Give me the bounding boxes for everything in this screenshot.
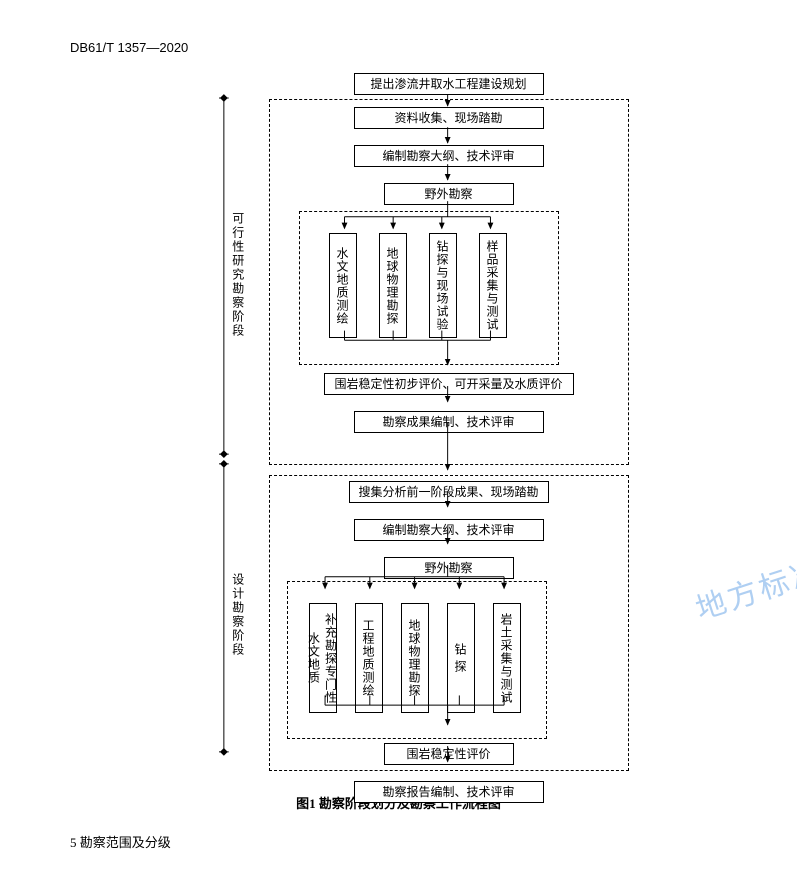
subnode-drilling-test: 钻探与现场试验 bbox=[429, 233, 457, 338]
node-stability-eval: 围岩稳定性评价 bbox=[384, 743, 514, 765]
node-outline-review-2: 编制勘察大纲、技术评审 bbox=[354, 519, 544, 541]
subnode-sampling-1: 样品采集与测试 bbox=[479, 233, 507, 338]
subnode-eng-geology: 工程地质测绘 bbox=[355, 603, 383, 713]
node-data-collection-1: 资料收集、现场踏勘 bbox=[354, 107, 544, 129]
stage-label-feasibility: 可行性研究勘察阶段 bbox=[231, 212, 244, 338]
subnode-geophysical-1: 地球物理勘探 bbox=[379, 233, 407, 338]
node-preliminary-eval: 围岩稳定性初步评价、可开采量及水质评价 bbox=[324, 373, 574, 395]
subnode-geophysical-2: 地球物理勘探 bbox=[401, 603, 429, 713]
stage-label-design: 设计勘察阶段 bbox=[231, 573, 244, 657]
node-outline-review-1: 编制勘察大纲、技术评审 bbox=[354, 145, 544, 167]
node-field-survey-1: 野外勘察 bbox=[384, 183, 514, 205]
subnode-supplementary: 补充勘探专门性水文地质 bbox=[309, 603, 337, 713]
doc-header: DB61/T 1357—2020 bbox=[70, 40, 727, 55]
subnode-hydrogeology-mapping: 水文地质测绘 bbox=[329, 233, 357, 338]
watermark: 地方标准信 bbox=[689, 536, 797, 629]
node-plan-proposal: 提出渗流井取水工程建设规划 bbox=[354, 73, 544, 95]
subnode-sampling-2: 岩土采集与测试 bbox=[493, 603, 521, 713]
section-heading: 5 勘察范围及分级 bbox=[70, 832, 727, 851]
node-report-review: 勘察报告编制、技术评审 bbox=[354, 781, 544, 803]
flowchart: 可行性研究勘察阶段 设计勘察阶段 提出渗流井取水工程建设规划 资料收集、现场踏勘… bbox=[169, 63, 629, 783]
subnode-drilling: 钻 探 bbox=[447, 603, 475, 713]
node-field-survey-2: 野外勘察 bbox=[384, 557, 514, 579]
node-results-review-1: 勘察成果编制、技术评审 bbox=[354, 411, 544, 433]
node-data-collection-2: 搜集分析前一阶段成果、现场踏勘 bbox=[349, 481, 549, 503]
